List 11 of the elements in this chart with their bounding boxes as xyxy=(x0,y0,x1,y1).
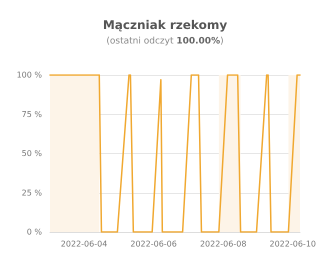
x-tick-label: 2022-06-04 xyxy=(60,240,108,248)
y-tick-label: 25 % xyxy=(22,188,42,198)
y-tick-label: 75 % xyxy=(22,110,42,119)
y-tick-label: 100 % xyxy=(16,70,42,80)
y-tick-label: 50 % xyxy=(22,149,42,158)
x-tick-label: 2022-06-10 xyxy=(270,240,316,248)
chart-subtitle: (ostatni odczyt 100.00%) xyxy=(106,36,224,46)
y-tick-label: 0 % xyxy=(26,228,42,236)
x-tick-label: 2022-06-06 xyxy=(130,240,177,248)
x-tick-label: 2022-06-08 xyxy=(200,240,246,248)
chart-title: Mączniak rzekomy xyxy=(102,18,228,32)
